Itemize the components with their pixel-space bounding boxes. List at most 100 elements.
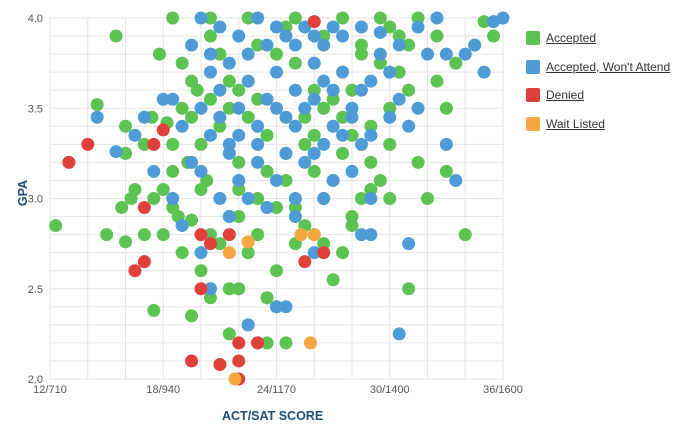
data-point-accepted-won-t-attend [317, 137, 331, 151]
data-point-accepted [185, 74, 199, 88]
data-point-accepted-won-t-attend [383, 110, 397, 124]
data-point-accepted-won-t-attend [336, 65, 350, 79]
data-point-accepted-won-t-attend [270, 101, 283, 115]
data-point-accepted-won-t-attend [241, 74, 255, 88]
data-point-wait-listed [228, 372, 242, 386]
data-point-accepted-won-t-attend [354, 228, 368, 242]
data-point-denied [222, 228, 236, 242]
data-point-accepted-won-t-attend [222, 56, 236, 70]
data-point-accepted-won-t-attend [241, 47, 255, 61]
data-point-accepted [222, 74, 236, 88]
data-point-denied [203, 237, 217, 251]
data-point-accepted [147, 192, 161, 205]
data-point-accepted [439, 164, 453, 178]
data-point-accepted [194, 264, 208, 278]
data-point-accepted-won-t-attend [430, 11, 444, 25]
data-point-accepted-won-t-attend [194, 246, 208, 260]
data-point-accepted-won-t-attend [241, 192, 255, 205]
data-point-accepted [241, 110, 255, 124]
data-point-accepted [383, 20, 397, 34]
data-point-accepted-won-t-attend [307, 92, 321, 106]
x-tick-label: 12/710 [33, 384, 67, 396]
x-tick-label: 24/1170 [257, 384, 296, 396]
data-point-denied [194, 228, 208, 242]
data-point-accepted [354, 38, 368, 52]
data-point-accepted [260, 164, 274, 178]
data-point-accepted-won-t-attend [402, 119, 416, 133]
data-point-accepted [152, 47, 166, 61]
data-point-denied [137, 255, 151, 269]
data-point-accepted [364, 155, 378, 169]
data-point-accepted [487, 29, 501, 43]
data-points [49, 11, 510, 386]
data-point-accepted [307, 83, 321, 97]
data-point-accepted [115, 201, 129, 215]
data-point-accepted [317, 237, 331, 251]
data-point-accepted [430, 29, 444, 43]
data-point-accepted [392, 29, 406, 43]
x-tick-labels: 12/710 18/940 24/1170 30/1400 36/1600 [33, 384, 523, 396]
data-point-accepted [336, 246, 350, 260]
data-point-accepted-won-t-attend [260, 201, 274, 215]
data-point-accepted-won-t-attend [364, 128, 378, 142]
data-point-accepted-won-t-attend [175, 119, 189, 133]
data-point-accepted [213, 119, 227, 133]
data-point-accepted [439, 101, 453, 115]
data-point-accepted [392, 65, 406, 79]
data-point-accepted-won-t-attend [326, 119, 340, 133]
legend-item-denied[interactable]: Denied [526, 87, 680, 103]
data-point-accepted-won-t-attend [213, 83, 227, 97]
data-point-accepted-won-t-attend [402, 237, 416, 251]
data-point-accepted-won-t-attend [288, 192, 302, 205]
data-point-accepted-won-t-attend [109, 145, 123, 159]
data-point-accepted [175, 246, 189, 260]
data-point-accepted [232, 282, 246, 296]
data-point-accepted [298, 137, 312, 151]
data-point-denied [317, 246, 331, 260]
data-point-accepted [90, 98, 104, 112]
data-point-accepted-won-t-attend [232, 29, 246, 43]
data-point-accepted [421, 192, 434, 205]
data-point-accepted-won-t-attend [345, 164, 359, 178]
data-point-accepted-won-t-attend [232, 101, 246, 115]
data-point-accepted [383, 101, 397, 115]
legend: Accepted Accepted, Won't Attend Denied W… [526, 30, 680, 144]
data-point-accepted-won-t-attend [288, 38, 302, 52]
data-point-accepted-won-t-attend [383, 65, 397, 79]
data-point-accepted-won-t-attend [307, 29, 321, 43]
data-point-accepted [307, 128, 321, 142]
legend-item-wait-listed[interactable]: Wait Listed [526, 116, 680, 132]
data-point-accepted-won-t-attend [326, 20, 340, 34]
data-point-accepted-won-t-attend [317, 192, 331, 205]
data-point-accepted [270, 264, 283, 278]
data-point-accepted [383, 192, 397, 205]
data-point-accepted [203, 92, 217, 106]
data-point-accepted-won-t-attend [147, 164, 161, 178]
data-point-accepted [222, 327, 236, 341]
data-point-accepted-won-t-attend [307, 146, 321, 160]
data-point-accepted [119, 119, 132, 133]
legend-label: Accepted [546, 31, 597, 45]
legend-swatch-accepted [526, 31, 540, 45]
data-point-accepted-won-t-attend [288, 119, 302, 133]
data-point-accepted-won-t-attend [279, 300, 293, 314]
y-tick-label: 3.5 [28, 103, 43, 115]
data-point-accepted [241, 11, 255, 25]
legend-label: Accepted, Won't Attend [546, 59, 671, 74]
data-point-accepted-won-t-attend [336, 128, 350, 142]
data-point-accepted-won-t-attend [364, 228, 378, 242]
data-point-accepted-won-t-attend [345, 110, 359, 124]
data-point-accepted-won-t-attend [307, 246, 321, 260]
y-tick-label: 2.0 [28, 374, 43, 386]
data-point-accepted-won-t-attend [156, 92, 170, 106]
data-point-denied [232, 354, 246, 368]
data-point-accepted [185, 309, 199, 323]
data-point-accepted-won-t-attend [270, 173, 283, 187]
data-point-accepted [166, 137, 180, 151]
data-point-accepted-won-t-attend [392, 327, 406, 341]
data-point-accepted [203, 11, 217, 25]
legend-item-accepted-wont-attend[interactable]: Accepted, Won't Attend [526, 59, 680, 75]
y-tick-label: 2.5 [28, 284, 43, 296]
data-point-accepted [317, 29, 331, 43]
legend-item-accepted[interactable]: Accepted [526, 30, 680, 46]
